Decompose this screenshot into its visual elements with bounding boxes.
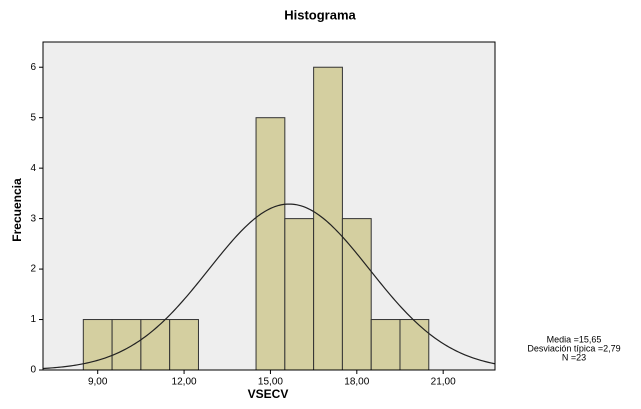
stat-label: Media =15,65 [547,334,602,344]
bar [313,66,343,371]
y-tick-label: 4 [30,163,36,174]
bar [284,218,315,371]
x-tick-label: 12,00 [172,377,197,388]
x-tick-label: 21,00 [431,377,456,388]
bar [169,319,199,371]
bar [255,117,286,371]
bar [111,319,142,371]
y-tick-label: 0 [30,365,36,376]
bar [341,218,372,371]
bar [140,319,171,371]
x-tick-label: 9,00 [88,377,108,388]
normal-curve [42,203,496,370]
bar [370,319,401,371]
stat-label: N =23 [562,352,586,362]
chart-title: Histograma [284,7,356,22]
y-tick-label: 6 [30,62,36,73]
y-tick-label: 2 [30,264,36,275]
x-tick-label: 18,00 [344,377,369,388]
y-tick-label: 3 [30,213,36,224]
plot-border [42,41,496,371]
y-tick-label: 5 [30,112,36,123]
bar [399,319,430,371]
x-axis-title: VSECV [248,387,289,401]
y-tick-label: 1 [30,314,36,325]
x-tick-label: 15,00 [258,377,283,388]
y-axis-title: Frecuencia [10,178,24,242]
stat-label: Desviación típica =2,79 [527,343,620,353]
bar [82,319,113,371]
